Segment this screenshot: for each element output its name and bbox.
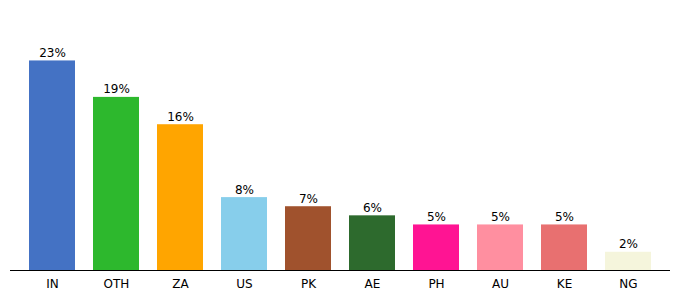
svg-text:OTH: OTH [104, 277, 130, 291]
svg-text:PK: PK [301, 277, 317, 291]
svg-text:PH: PH [428, 277, 444, 291]
svg-text:US: US [236, 277, 252, 291]
svg-text:23%: 23% [39, 46, 66, 60]
svg-text:5%: 5% [491, 210, 510, 224]
svg-text:ZA: ZA [172, 277, 189, 291]
svg-text:19%: 19% [103, 82, 130, 96]
svg-text:6%: 6% [363, 201, 382, 215]
svg-text:AE: AE [365, 277, 381, 291]
svg-text:8%: 8% [235, 183, 254, 197]
svg-text:5%: 5% [555, 210, 574, 224]
svg-text:7%: 7% [299, 192, 318, 206]
svg-text:16%: 16% [167, 110, 194, 124]
svg-text:2%: 2% [619, 237, 638, 251]
svg-text:NG: NG [619, 277, 637, 291]
svg-text:IN: IN [46, 277, 59, 291]
svg-text:KE: KE [557, 277, 572, 291]
svg-text:5%: 5% [427, 210, 446, 224]
svg-text:AU: AU [492, 277, 509, 291]
